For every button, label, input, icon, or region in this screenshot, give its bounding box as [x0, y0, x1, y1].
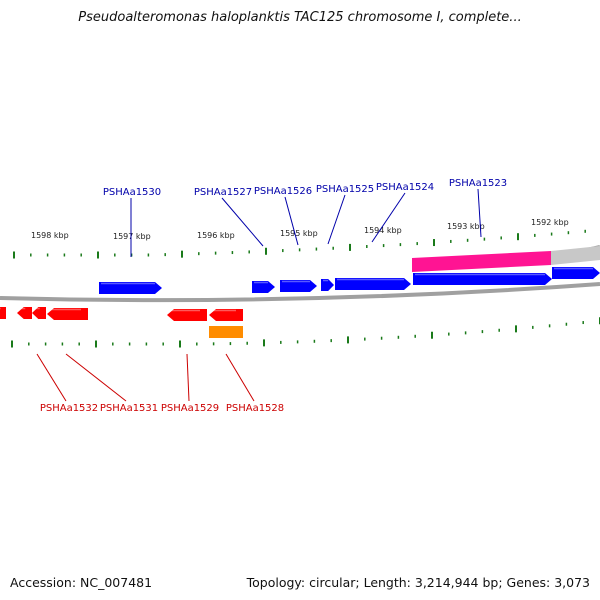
kbp-label: 1596 kbp — [197, 231, 235, 240]
forward-leader-line — [221, 197, 264, 247]
forward-gene-label: PSHAa1525 — [316, 184, 374, 195]
kbp-scale-labels: 1598 kbp 1597 kbp 1596 kbp 1595 kbp 1594 kbp… — [31, 218, 569, 241]
gene-features — [0, 246, 600, 338]
reverse-gene-label: PSHAa1531 — [100, 403, 158, 414]
reverse-gene-label: PSHAa1528 — [226, 403, 284, 414]
backbone-lower-arc — [0, 282, 600, 303]
reverse-leader-line — [65, 353, 127, 402]
forward-gene-label: PSHAa1524 — [376, 182, 434, 193]
reverse-gene-arrow — [0, 307, 6, 319]
forward-gene-arrow — [280, 280, 317, 292]
kbp-label: 1597 kbp — [113, 232, 151, 241]
forward-gene-arrow — [252, 281, 275, 293]
rna-gene-block — [209, 326, 243, 338]
reverse-gene-label: PSHAa1529 — [161, 403, 219, 414]
accession-text: Accession: NC_007481 — [10, 575, 153, 590]
kbp-label: 1592 kbp — [531, 218, 569, 227]
forward-gene-label: PSHAa1523 — [449, 178, 507, 189]
reverse-gene-arrow — [32, 307, 46, 319]
reverse-gene-arrow — [167, 309, 207, 321]
forward-leader-line — [477, 188, 482, 238]
highlight-region-shade — [551, 246, 600, 265]
highlight-region — [412, 251, 551, 272]
bottom-tick-track — [11, 317, 600, 348]
kbp-label: 1595 kbp — [280, 229, 318, 238]
forward-gene-arrow — [413, 273, 552, 285]
forward-gene-label: PSHAa1526 — [254, 186, 312, 197]
kbp-label: 1598 kbp — [31, 231, 69, 240]
reverse-gene-arrow — [47, 308, 88, 320]
forward-leader-line — [327, 194, 346, 245]
label-leader-lines — [36, 188, 482, 402]
gene-labels: PSHAa1530 PSHAa1527 PSHAa1526 PSHAa1525 PSHA… — [40, 178, 507, 414]
forward-gene-arrow — [321, 279, 334, 291]
forward-gene-arrow — [335, 278, 411, 290]
forward-leader-line — [371, 192, 406, 243]
top-tick-track — [13, 229, 586, 259]
forward-leader-line — [284, 196, 299, 246]
reverse-gene-arrow — [17, 307, 32, 319]
forward-gene-arrow — [552, 267, 600, 279]
kbp-label: 1593 kbp — [447, 222, 485, 231]
reverse-gene-label: PSHAa1532 — [40, 403, 98, 414]
forward-gene-arrow — [99, 282, 162, 294]
topology-summary: Topology: circular; Length: 3,214,944 bp… — [246, 575, 590, 590]
reverse-leader-line — [225, 353, 255, 402]
map-title: Pseudoalteromonas haloplanktis TAC125 ch… — [78, 10, 522, 25]
reverse-leader-line — [186, 353, 190, 402]
forward-gene-label: PSHAa1527 — [194, 187, 252, 198]
reverse-gene-arrow — [209, 309, 243, 321]
kbp-label: 1594 kbp — [364, 226, 402, 235]
forward-gene-label: PSHAa1530 — [103, 187, 161, 198]
reverse-leader-line — [36, 353, 67, 402]
